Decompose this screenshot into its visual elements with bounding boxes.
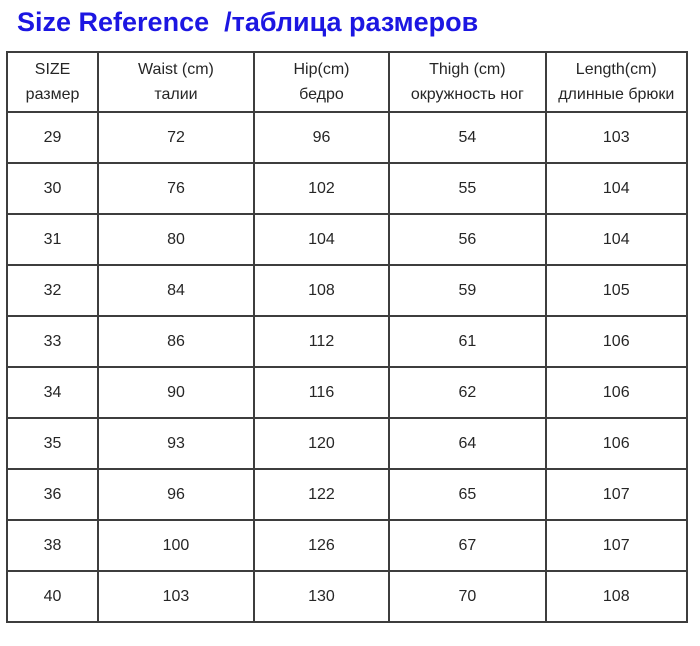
- column-header: Waist (cm) талии: [97, 51, 255, 113]
- size-reference-table: SIZE размер Waist (cm) талии Hip(cm) бедро Thi…: [5, 51, 689, 623]
- table-cell: 59: [388, 264, 547, 317]
- table-cell: 106: [544, 366, 689, 419]
- column-header-ru: длинные брюки: [558, 86, 675, 103]
- table-cell: 93: [97, 417, 255, 470]
- table-cell: 84: [97, 264, 255, 317]
- column-header-en: Length(cm): [575, 61, 657, 78]
- column-header-en: Waist (cm): [138, 61, 214, 78]
- table-row: 34 90 116 62 106: [5, 366, 689, 419]
- table-body: 29 72 96 54 103 30 76 102 55 104 31 80 104 56 104 32 84 1…: [5, 111, 689, 623]
- column-header: Length(cm) длинные брюки: [544, 51, 689, 113]
- column-header: Thigh (cm) окружность ног: [388, 51, 547, 113]
- column-header-ru: талии: [154, 86, 198, 103]
- table-row: 29 72 96 54 103: [5, 111, 689, 164]
- table-cell: 106: [544, 417, 689, 470]
- table-row: 36 96 122 65 107: [5, 468, 689, 521]
- table-cell: 64: [388, 417, 547, 470]
- table-cell: 100: [97, 519, 255, 572]
- table-cell: 107: [544, 468, 689, 521]
- table-cell: 122: [252, 468, 391, 521]
- column-header-ru: бедро: [299, 86, 344, 103]
- table-cell: 70: [388, 570, 547, 623]
- table-row: 33 86 112 61 106: [5, 315, 689, 368]
- table-cell: 96: [97, 468, 255, 521]
- column-header-en: Hip(cm): [293, 61, 350, 78]
- table-cell: 103: [544, 111, 689, 164]
- table-cell: 55: [388, 162, 547, 215]
- table-cell: 108: [544, 570, 689, 623]
- header-row: SIZE размер Waist (cm) талии Hip(cm) бедро Thi…: [5, 51, 689, 113]
- table-cell: 104: [252, 213, 391, 266]
- table-cell: 67: [388, 519, 547, 572]
- table-cell: 96: [252, 111, 391, 164]
- table-cell: 62: [388, 366, 547, 419]
- table-cell: 30: [5, 162, 100, 215]
- table-cell: 104: [544, 162, 689, 215]
- table-cell: 104: [544, 213, 689, 266]
- table-cell: 29: [5, 111, 100, 164]
- table-row: 40 103 130 70 108: [5, 570, 689, 623]
- column-header-en: SIZE: [34, 61, 71, 78]
- table-cell: 31: [5, 213, 100, 266]
- table-cell: 38: [5, 519, 100, 572]
- table-cell: 40: [5, 570, 100, 623]
- table-cell: 36: [5, 468, 100, 521]
- column-header-en: Thigh (cm): [429, 61, 506, 78]
- table-cell: 32: [5, 264, 100, 317]
- table-row: 30 76 102 55 104: [5, 162, 689, 215]
- column-header-ru: окружность ног: [410, 86, 524, 103]
- table-cell: 72: [97, 111, 255, 164]
- table-cell: 112: [252, 315, 391, 368]
- table-cell: 107: [544, 519, 689, 572]
- page-title: Size Reference /таблица размеров: [17, 7, 479, 37]
- column-header-ru: размер: [25, 86, 80, 103]
- column-header: SIZE размер: [5, 51, 100, 113]
- table-cell: 33: [5, 315, 100, 368]
- table-cell: 116: [252, 366, 391, 419]
- table-row: 32 84 108 59 105: [5, 264, 689, 317]
- table-cell: 102: [252, 162, 391, 215]
- table-cell: 120: [252, 417, 391, 470]
- column-header: Hip(cm) бедро: [252, 51, 391, 113]
- table-cell: 35: [5, 417, 100, 470]
- table-cell: 108: [252, 264, 391, 317]
- table-row: 31 80 104 56 104: [5, 213, 689, 266]
- table-row: 38 100 126 67 107: [5, 519, 689, 572]
- table-cell: 80: [97, 213, 255, 266]
- table-cell: 103: [97, 570, 255, 623]
- table-cell: 61: [388, 315, 547, 368]
- table-cell: 130: [252, 570, 391, 623]
- table-cell: 86: [97, 315, 255, 368]
- table-cell: 34: [5, 366, 100, 419]
- table-cell: 76: [97, 162, 255, 215]
- table-cell: 106: [544, 315, 689, 368]
- table-cell: 126: [252, 519, 391, 572]
- table-cell: 65: [388, 468, 547, 521]
- table-cell: 56: [388, 213, 547, 266]
- table-row: 35 93 120 64 106: [5, 417, 689, 470]
- table-cell: 90: [97, 366, 255, 419]
- table-cell: 54: [388, 111, 547, 164]
- table-cell: 105: [544, 264, 689, 317]
